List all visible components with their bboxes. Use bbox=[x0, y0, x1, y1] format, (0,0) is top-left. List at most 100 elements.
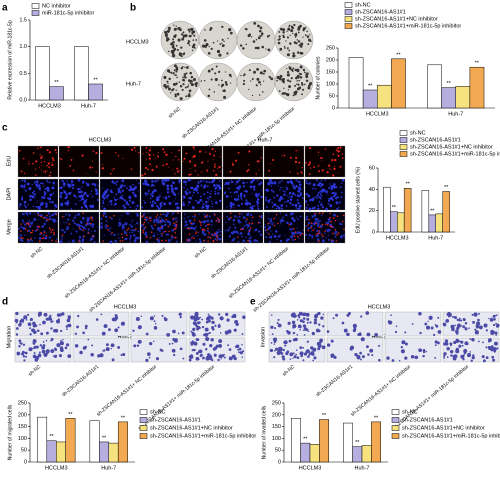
cell bbox=[211, 234, 214, 236]
cell bbox=[32, 347, 35, 350]
cell bbox=[296, 227, 298, 229]
cell bbox=[69, 164, 72, 167]
cell bbox=[321, 212, 324, 215]
legend-label: sh-ZSCAN16-AS1#1+NC inhibitor bbox=[410, 144, 493, 150]
cell bbox=[225, 221, 227, 224]
cell bbox=[34, 229, 37, 232]
cell bbox=[38, 314, 41, 317]
cell bbox=[177, 207, 180, 209]
cell bbox=[91, 223, 95, 227]
cell bbox=[53, 231, 55, 234]
cell bbox=[105, 195, 109, 199]
colony bbox=[300, 81, 304, 85]
cell bbox=[307, 194, 311, 198]
cell bbox=[18, 323, 22, 327]
cell bbox=[194, 170, 197, 172]
colony bbox=[172, 54, 176, 58]
cell bbox=[15, 327, 19, 330]
cell bbox=[182, 203, 186, 207]
colony bbox=[278, 77, 282, 81]
cell bbox=[68, 240, 70, 243]
cell bbox=[161, 219, 165, 222]
cell bbox=[305, 162, 307, 164]
cell bbox=[268, 233, 270, 235]
cell bbox=[109, 227, 111, 230]
cell bbox=[280, 218, 284, 222]
cell bbox=[72, 219, 75, 222]
colony bbox=[257, 24, 260, 28]
cell bbox=[218, 323, 221, 326]
colony bbox=[286, 30, 288, 32]
cell bbox=[95, 318, 99, 321]
cell bbox=[337, 232, 340, 234]
colony bbox=[284, 92, 287, 95]
legend-swatch bbox=[344, 23, 353, 29]
y-tick-label: 100 bbox=[326, 81, 335, 87]
cell bbox=[65, 213, 68, 216]
cell bbox=[46, 188, 50, 192]
cell bbox=[182, 198, 184, 200]
colony bbox=[302, 28, 305, 31]
colony bbox=[189, 71, 192, 75]
cell bbox=[238, 215, 241, 218]
cell bbox=[90, 217, 92, 219]
cell bbox=[318, 212, 321, 215]
cell bbox=[160, 224, 163, 227]
cell bbox=[165, 154, 167, 156]
cell bbox=[117, 154, 120, 157]
cell bbox=[387, 320, 391, 324]
cell bbox=[320, 233, 323, 236]
cell bbox=[26, 229, 29, 232]
cell bbox=[113, 214, 115, 217]
cell bbox=[312, 183, 316, 187]
cell bbox=[149, 193, 152, 196]
cell bbox=[118, 221, 121, 224]
cell bbox=[142, 231, 145, 234]
y-tick-label: 1.5 bbox=[19, 17, 27, 23]
cell bbox=[50, 349, 55, 353]
cell bbox=[469, 351, 472, 353]
cell bbox=[86, 198, 88, 201]
cell bbox=[21, 196, 23, 198]
cell bbox=[336, 153, 338, 155]
bar bbox=[89, 420, 100, 463]
cell bbox=[66, 343, 70, 347]
cell bbox=[188, 358, 192, 362]
cell bbox=[278, 181, 281, 183]
colony bbox=[259, 71, 263, 75]
cell bbox=[137, 230, 140, 233]
cell bbox=[60, 339, 63, 342]
cell bbox=[475, 330, 479, 335]
cell bbox=[175, 198, 177, 200]
cell bbox=[395, 325, 398, 327]
cell bbox=[21, 198, 23, 201]
cell bbox=[482, 341, 484, 344]
cell bbox=[118, 218, 121, 221]
colony bbox=[166, 29, 170, 33]
colony bbox=[227, 37, 229, 40]
cell bbox=[37, 184, 41, 187]
cell bbox=[276, 239, 278, 241]
legend-label: sh-ZSCAN16-AS1#1+miR-181c-5p inhibitor bbox=[355, 23, 461, 29]
cell bbox=[196, 234, 198, 237]
cell bbox=[204, 348, 208, 351]
cell bbox=[332, 185, 336, 189]
column-label: sh-ZSCAN16-AS1#1 bbox=[210, 246, 249, 280]
cell bbox=[297, 201, 300, 205]
row-label: HCCLM3 bbox=[126, 39, 149, 45]
cell bbox=[470, 359, 473, 362]
cell bbox=[205, 320, 209, 324]
x-tick-label: HCCLM3 bbox=[366, 111, 389, 117]
cell bbox=[201, 230, 205, 233]
cell bbox=[24, 189, 27, 192]
cell bbox=[255, 239, 258, 242]
cell bbox=[63, 221, 65, 223]
cell bbox=[148, 217, 151, 220]
colony bbox=[167, 50, 170, 53]
cell bbox=[157, 155, 160, 158]
cell bbox=[298, 204, 302, 208]
bar bbox=[428, 214, 437, 233]
cell bbox=[249, 236, 252, 239]
cell bbox=[253, 205, 256, 207]
colony bbox=[262, 80, 265, 82]
